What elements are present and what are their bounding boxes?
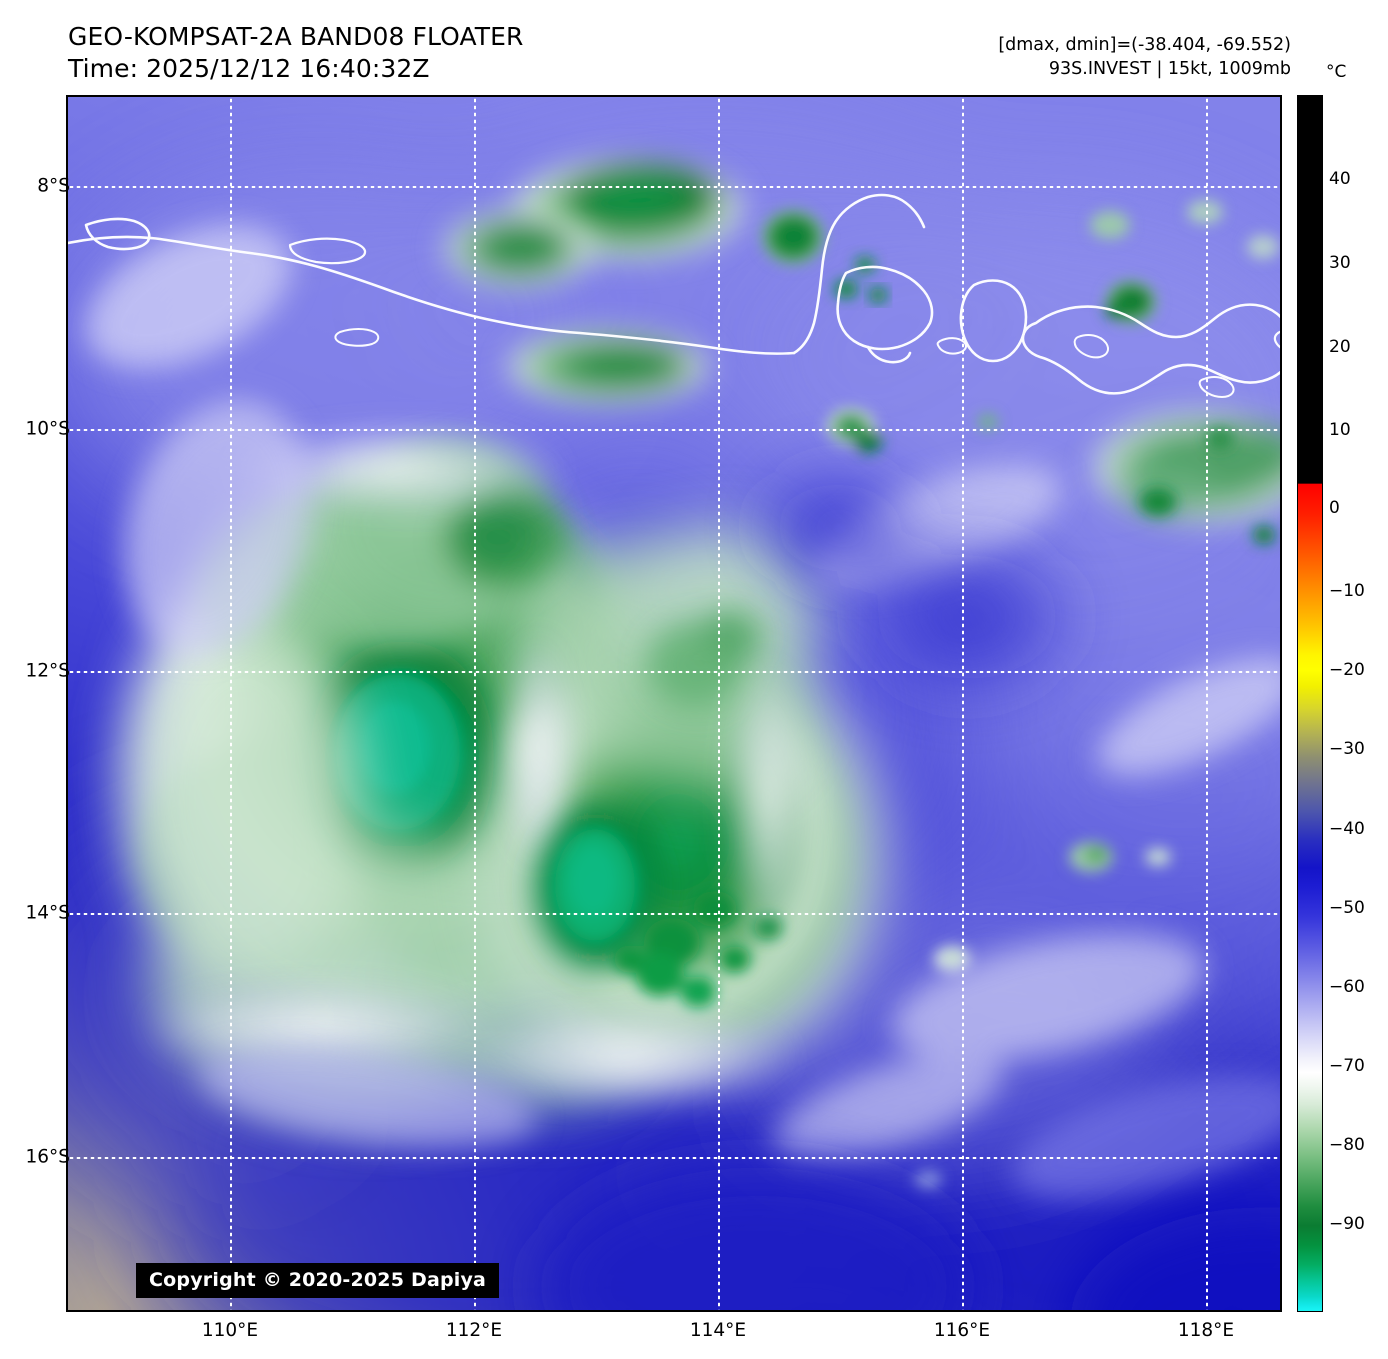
lon-label-118e: 118°E	[1177, 1320, 1235, 1341]
colorbar-tick-10: 10	[1329, 420, 1351, 440]
dmax-dmin-label: [dmax, dmin]=(-38.404, -69.552)	[998, 35, 1291, 55]
colorbar: 40 30 20 10 0 −10 −20 −30 −40 −50 −60 −7…	[1297, 95, 1365, 1312]
colorbar-tick-m10: −10	[1329, 581, 1365, 601]
colorbar-gradient	[1297, 95, 1323, 1312]
lon-label-112e: 112°E	[445, 1320, 503, 1341]
colorbar-tick-40: 40	[1329, 169, 1351, 189]
colorbar-tick-m90: −90	[1329, 1214, 1365, 1234]
colorbar-tick-m20: −20	[1329, 660, 1365, 680]
lat-label-14s: 14°S	[25, 902, 70, 924]
colorbar-unit-label: °C	[1326, 62, 1347, 82]
lat-label-10s: 10°S	[25, 418, 70, 440]
colorbar-tick-20: 20	[1329, 337, 1351, 357]
colorbar-tick-m40: −40	[1329, 819, 1365, 839]
timestamp-label: Time: 2025/12/12 16:40:32Z	[68, 54, 430, 83]
colorbar-tick-m70: −70	[1329, 1056, 1365, 1076]
colorbar-tick-m80: −80	[1329, 1135, 1365, 1155]
lat-label-12s: 12°S	[25, 660, 70, 682]
satellite-map[interactable]: Copyright © 2020-2025 Dapiya	[66, 95, 1282, 1312]
page-title: GEO-KOMPSAT-2A BAND08 FLOATER	[68, 22, 524, 51]
colorbar-tick-30: 30	[1329, 253, 1351, 273]
lon-label-114e: 114°E	[689, 1320, 747, 1341]
storm-info-label: 93S.INVEST | 15kt, 1009mb	[1048, 59, 1291, 79]
colorbar-tick-m50: −50	[1329, 898, 1365, 918]
colorbar-tick-m60: −60	[1329, 977, 1365, 997]
lat-label-16s: 16°S	[25, 1146, 70, 1168]
copyright-banner: Copyright © 2020-2025 Dapiya	[136, 1263, 500, 1298]
lat-label-8s: 8°S	[37, 175, 70, 197]
lon-label-110e: 110°E	[201, 1320, 259, 1341]
satellite-imagery	[68, 97, 1280, 1310]
lon-label-116e: 116°E	[933, 1320, 991, 1341]
colorbar-tick-m30: −30	[1329, 739, 1365, 759]
colorbar-tick-0: 0	[1329, 498, 1340, 518]
